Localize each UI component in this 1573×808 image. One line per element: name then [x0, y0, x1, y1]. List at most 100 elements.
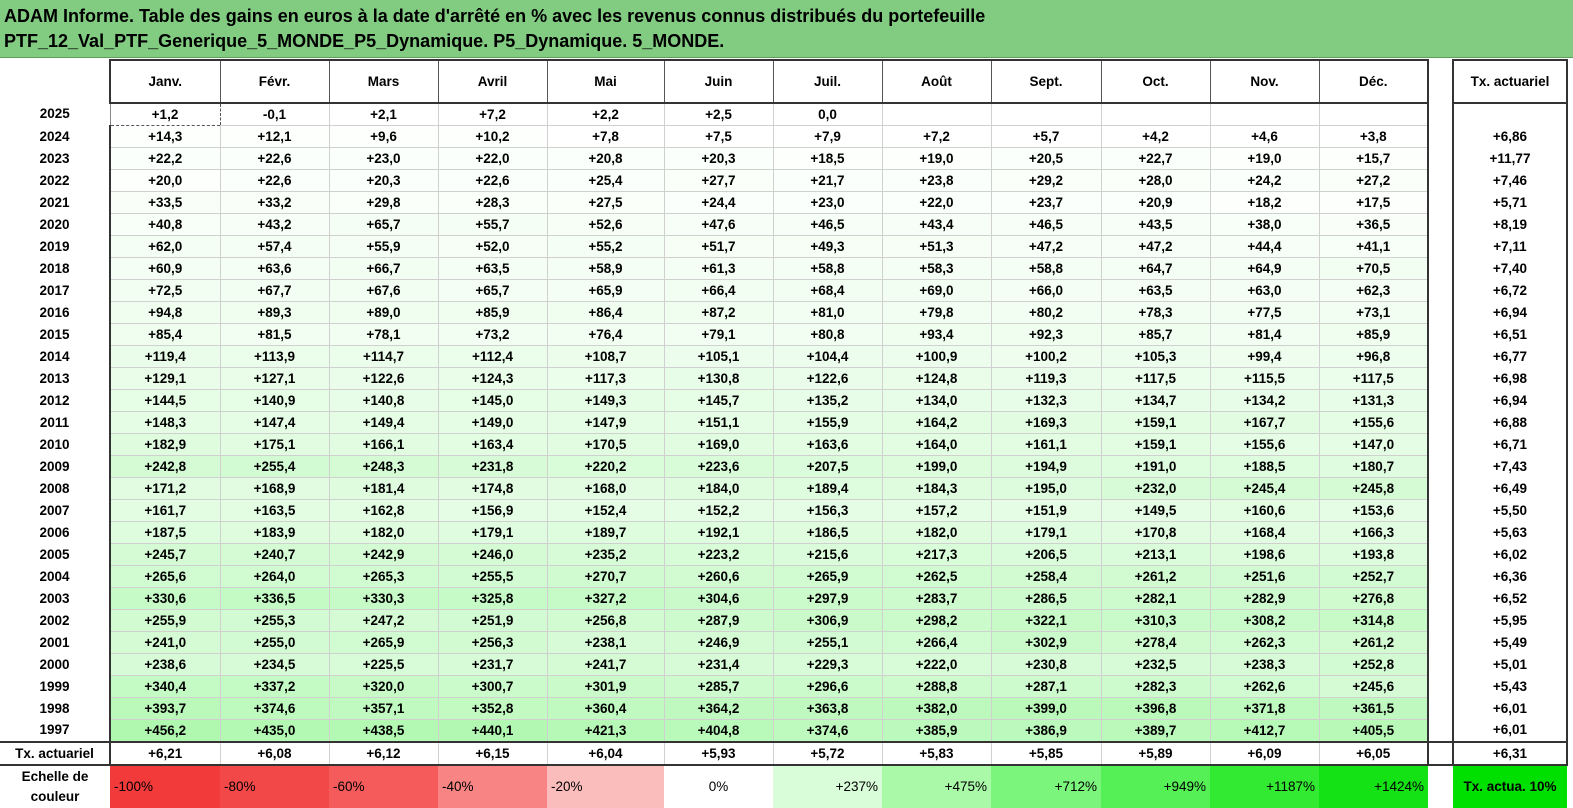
year-label: 2021: [0, 191, 111, 214]
value-cell: +456,2: [109, 719, 221, 743]
value-cell: +63,5: [1101, 279, 1211, 302]
value-cell: +22,7: [1101, 147, 1211, 170]
table-row: 1999 +340,4 +337,2 +320,0 +300,7 +301,9 +285,7…: [0, 675, 1568, 698]
value-cell: [1101, 103, 1211, 126]
value-cell: +156,3: [773, 499, 883, 522]
value-cell: +251,6: [1210, 565, 1320, 588]
year-label: 2020: [0, 213, 111, 236]
month-header: Avril: [438, 59, 548, 104]
spacer: [1428, 235, 1453, 258]
value-cell: +182,0: [329, 521, 439, 544]
value-cell: +49,3: [773, 235, 883, 258]
year-label: 1998: [0, 697, 111, 720]
value-cell: +87,2: [664, 301, 774, 324]
spacer: [1428, 477, 1453, 500]
year-label: 2001: [0, 631, 111, 654]
actuarial-rate: +7,46: [1452, 169, 1568, 192]
actuarial-month-cell: +6,04: [547, 741, 665, 766]
value-cell: +89,0: [329, 301, 439, 324]
actuarial-rate: +5,95: [1452, 609, 1568, 632]
value-cell: +70,5: [1319, 257, 1429, 280]
value-cell: +245,4: [1210, 477, 1320, 500]
value-cell: +234,5: [220, 653, 330, 676]
value-cell: +175,1: [220, 433, 330, 456]
value-cell: +55,7: [438, 213, 548, 236]
value-cell: +262,6: [1210, 675, 1320, 698]
value-cell: +421,3: [547, 719, 665, 743]
actuarial-header: Tx. actuariel: [1452, 59, 1568, 104]
value-cell: +283,7: [882, 587, 992, 610]
value-cell: +85,4: [109, 323, 221, 346]
value-cell: +134,7: [1101, 389, 1211, 412]
value-cell: +245,7: [109, 543, 221, 566]
value-cell: +262,3: [1210, 631, 1320, 654]
actuarial-row-label: Tx. actuariel: [0, 741, 111, 766]
value-cell: +261,2: [1101, 565, 1211, 588]
value-cell: +65,7: [438, 279, 548, 302]
value-cell: +23,8: [882, 169, 992, 192]
table-row: 2020 +40,8 +43,2 +65,7 +55,7 +52,6 +47,6 +46,5 +…: [0, 213, 1568, 236]
table-row: 2014 +119,4 +113,9 +114,7 +112,4 +108,7 +105,1…: [0, 345, 1568, 368]
value-cell: +167,7: [1210, 411, 1320, 434]
value-cell: +169,0: [664, 433, 774, 456]
table-row: 2025 +1,2 -0,1 +2,1 +7,2 +2,2 +2,5 0,0: [0, 102, 1568, 126]
value-cell: +229,3: [773, 653, 883, 676]
actuarial-rate: +7,11: [1452, 235, 1568, 258]
actuarial-month-cell: +5,93: [664, 741, 774, 766]
value-cell: +5,7: [991, 125, 1102, 148]
actuarial-rate: +6,86: [1452, 125, 1568, 148]
value-cell: +251,9: [438, 609, 548, 632]
value-cell: +222,0: [882, 653, 992, 676]
value-cell: [991, 103, 1102, 126]
color-scale-swatch: -60%: [329, 765, 438, 808]
value-cell: +191,0: [1101, 455, 1211, 478]
year-label: 2022: [0, 169, 111, 192]
month-header: Janv.: [109, 59, 221, 104]
value-cell: +51,3: [882, 235, 992, 258]
value-cell: +47,2: [991, 235, 1102, 258]
year-label: 2012: [0, 389, 111, 412]
value-cell: [1319, 103, 1429, 126]
value-cell: +389,7: [1101, 719, 1211, 743]
value-cell: +44,4: [1210, 235, 1320, 258]
spacer: [1428, 411, 1453, 434]
value-cell: +325,8: [438, 587, 548, 610]
value-cell: +64,9: [1210, 257, 1320, 280]
actuarial-rate: +6,36: [1452, 565, 1568, 588]
value-cell: +302,9: [991, 631, 1102, 654]
value-cell: +255,9: [109, 609, 221, 632]
value-cell: +58,8: [991, 257, 1102, 280]
table-row: 2005 +245,7 +240,7 +242,9 +246,0 +235,2 +223,2…: [0, 543, 1568, 566]
spacer: [1428, 213, 1453, 236]
value-cell: [1210, 103, 1320, 126]
value-cell: +20,9: [1101, 191, 1211, 214]
value-cell: +22,0: [882, 191, 992, 214]
value-cell: +20,3: [329, 169, 439, 192]
value-cell: +286,5: [991, 587, 1102, 610]
table-row: 2018 +60,9 +63,6 +66,7 +63,5 +58,9 +61,3 +58,8 +…: [0, 257, 1568, 280]
value-cell: +60,9: [109, 257, 221, 280]
value-cell: +242,9: [329, 543, 439, 566]
value-cell: [882, 103, 992, 126]
value-cell: +232,0: [1101, 477, 1211, 500]
value-cell: +255,5: [438, 565, 548, 588]
value-cell: +256,8: [547, 609, 665, 632]
spacer: [1428, 169, 1453, 192]
value-cell: +255,1: [773, 631, 883, 654]
value-cell: +22,2: [109, 147, 221, 170]
value-cell: +63,0: [1210, 279, 1320, 302]
value-cell: +73,1: [1319, 301, 1429, 324]
value-cell: +308,2: [1210, 609, 1320, 632]
value-cell: +27,2: [1319, 169, 1429, 192]
value-cell: +140,9: [220, 389, 330, 412]
value-cell: +47,2: [1101, 235, 1211, 258]
value-cell: +24,4: [664, 191, 774, 214]
year-label: 2017: [0, 279, 111, 302]
month-header: Déc.: [1319, 59, 1429, 104]
actuarial-rate: +6,51: [1452, 323, 1568, 346]
value-cell: +104,4: [773, 345, 883, 368]
value-cell: +241,7: [547, 653, 665, 676]
value-cell: +22,6: [220, 169, 330, 192]
value-cell: +171,2: [109, 477, 221, 500]
value-cell: +14,3: [109, 125, 221, 148]
